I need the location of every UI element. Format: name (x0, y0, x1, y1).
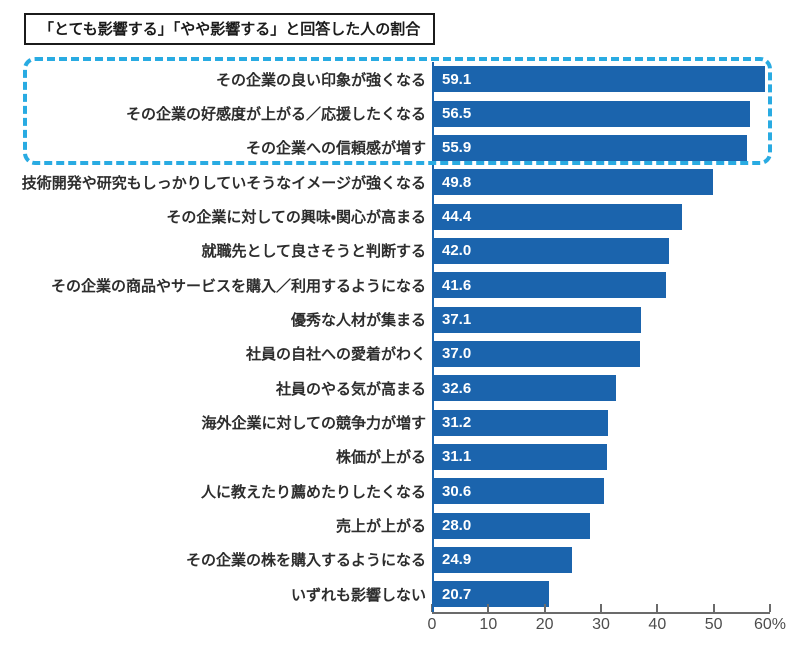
bar-row: 技術開発や研究もしっかりしていそうなイメージが強くなる 49.8 (0, 165, 772, 199)
category-label: 売上が上がる (335, 518, 426, 536)
bar-track: 20.7 (432, 581, 770, 608)
bar-value-label: 56.5 (442, 105, 472, 123)
bar-track: 31.1 (432, 443, 770, 470)
bar-track: 42.0 (432, 237, 770, 264)
bar-track: 30.6 (432, 478, 770, 505)
bar-track: 56.5 (432, 100, 770, 127)
bar-row: 社員のやる気が高まる 32.6 (0, 371, 772, 405)
bar-track: 49.8 (432, 169, 770, 196)
bar: 56.5 (432, 100, 751, 127)
bar-value-label: 32.6 (442, 379, 472, 397)
bar-track: 59.1 (432, 66, 770, 93)
x-axis-tick-label: 40 (648, 616, 667, 633)
category-label: 就職先として良さそうと判断する (201, 243, 426, 261)
bar-track: 32.6 (432, 375, 770, 402)
bar: 41.6 (432, 272, 667, 299)
category-label: その企業の良い印象が強くなる (215, 71, 426, 89)
bar-row: 売上が上がる 28.0 (0, 508, 772, 542)
category-label: 優秀な人材が集まる (290, 312, 426, 330)
bar-track: 31.2 (432, 409, 770, 436)
x-axis-tick (543, 604, 546, 612)
bar-row: 株価が上がる 31.1 (0, 440, 772, 474)
category-label: その企業の好感度が上がる／応援したくなる (125, 106, 426, 124)
bar-value-label: 28.0 (442, 517, 472, 535)
bar-value-label: 20.7 (442, 585, 472, 603)
x-axis-tick-label: 20 (535, 616, 554, 633)
category-label: その企業に対しての興味・関心が高まる (166, 209, 426, 227)
bar: 24.9 (432, 546, 573, 573)
bar-value-label: 55.9 (442, 139, 472, 157)
x-axis-tick-label: 10 (479, 616, 498, 633)
bar-value-label: 37.0 (442, 345, 472, 363)
bar: 32.6 (432, 375, 616, 402)
chart-title: 「とても影響する」「やや影響する」と回答した人の割合 (39, 21, 421, 38)
bar-rows: その企業の良い印象が強くなる 59.1 その企業の好感度が上がる／応援したくなる 56… (0, 62, 772, 612)
category-label: 株価が上がる (335, 449, 426, 467)
bar-row: その企業に対しての興味・関心が高まる 44.4 (0, 199, 772, 233)
bar-track: 37.1 (432, 306, 770, 333)
bar-row: その企業の商品やサービスを購入／利用するようになる 41.6 (0, 268, 772, 302)
category-label: 海外企業に対しての競争力が増す (201, 415, 426, 433)
bar-track: 28.0 (432, 512, 770, 539)
bar-value-label: 31.2 (442, 414, 472, 432)
bar: 37.1 (432, 306, 641, 333)
category-label: その企業の株を購入するようになる (185, 552, 426, 570)
bar-track: 37.0 (432, 340, 770, 367)
bar-row: その企業の好感度が上がる／応援したくなる 56.5 (0, 96, 772, 130)
x-axis-tick (769, 604, 771, 612)
bar: 55.9 (432, 134, 747, 161)
bar: 28.0 (432, 512, 590, 539)
bar-value-label: 31.1 (442, 448, 472, 466)
bar: 31.2 (432, 409, 608, 436)
bar: 59.1 (432, 66, 765, 93)
x-axis-tick-label: 60% (753, 616, 787, 633)
bar-value-label: 42.0 (442, 242, 472, 260)
bar: 42.0 (432, 237, 669, 264)
category-label: 人に教えたり薦めたりしたくなる (200, 483, 426, 501)
bar-row: 就職先として良さそうと判断する 42.0 (0, 234, 772, 268)
y-axis-line (432, 62, 434, 612)
bar-row: 海外企業に対しての競争力が増す 31.2 (0, 405, 772, 439)
category-label: 社員のやる気が高まる (275, 380, 426, 398)
bar-track: 44.4 (432, 203, 770, 230)
bar-track: 41.6 (432, 272, 770, 299)
bar-value-label: 41.6 (442, 276, 472, 294)
bar-value-label: 30.6 (442, 482, 472, 500)
bar: 31.1 (432, 443, 608, 470)
bar-row: いずれも影響しない 20.7 (0, 577, 772, 611)
x-axis-tick (656, 604, 659, 612)
category-label: いずれも影響しない (290, 586, 426, 604)
bar-row: 社員の自社への愛着がわく 37.0 (0, 337, 772, 371)
bar-value-label: 37.1 (442, 311, 472, 329)
bar-row: 人に教えたり薦めたりしたくなる 30.6 (0, 474, 772, 508)
bar: 44.4 (432, 203, 683, 230)
category-label: 社員の自社への愛着がわく (245, 346, 426, 364)
bar: 37.0 (432, 340, 641, 367)
category-label: 技術開発や研究もしっかりしていそうなイメージが強くなる (21, 174, 426, 192)
bar-value-label: 44.4 (442, 208, 472, 226)
chart-title-box: 「とても影響する」「やや影響する」と回答した人の割合 (24, 13, 436, 45)
bar-track: 24.9 (432, 546, 770, 573)
x-axis-tick-label: 50 (704, 616, 723, 633)
x-axis-tick-label: 30 (592, 616, 610, 633)
bar-value-label: 49.8 (442, 173, 472, 191)
bar: 30.6 (432, 478, 605, 505)
bar-row: その企業の株を購入するようになる 24.9 (0, 543, 772, 577)
category-label: その企業への信頼感が増す (245, 140, 426, 158)
x-axis: 0 10 20 30 40 50 60% (428, 603, 786, 633)
x-axis-tick-label: 0 (427, 616, 437, 633)
bar-track: 55.9 (432, 134, 770, 161)
x-axis-tick (487, 604, 490, 612)
bar: 49.8 (432, 169, 713, 196)
bar-value-label: 24.9 (442, 551, 472, 569)
bar-row: その企業の良い印象が強くなる 59.1 (0, 62, 772, 96)
x-axis-tick (600, 604, 602, 612)
category-label: その企業の商品やサービスを購入／利用するようになる (50, 277, 426, 295)
bar: 20.7 (432, 581, 549, 608)
bar-row: その企業への信頼感が増す 55.9 (0, 131, 772, 165)
x-axis-tick (712, 604, 715, 612)
bar-row: 優秀な人材が集まる 37.1 (0, 302, 772, 336)
bar-value-label: 59.1 (442, 70, 472, 88)
